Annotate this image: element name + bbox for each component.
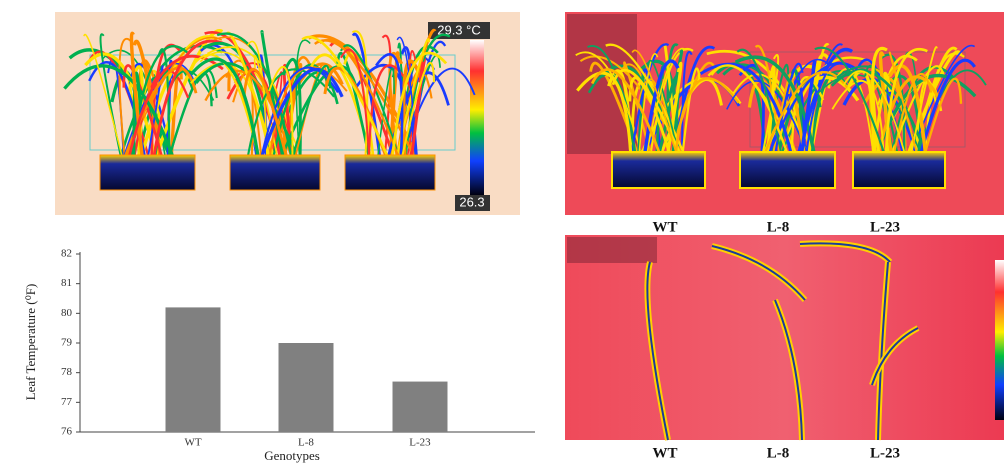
bar <box>166 307 221 432</box>
bar-chart: Leaf Temperature (⁰F) Genotypes 76 77 78 79… <box>23 248 535 463</box>
x-tick-label: L-23 <box>409 437 431 449</box>
pot <box>612 152 705 188</box>
info-panel <box>567 237 657 263</box>
y-tick-label: 76 <box>61 426 73 438</box>
image-label: L-23 <box>870 445 900 461</box>
pot <box>345 155 435 190</box>
image-label: L-8 <box>767 219 790 235</box>
pot <box>100 155 195 190</box>
image-label: WT <box>652 219 677 235</box>
image-label: L-8 <box>767 445 790 461</box>
y-tick-label: 77 <box>61 396 73 408</box>
image-label: L-23 <box>870 219 900 235</box>
y-axis-title: Leaf Temperature (⁰F) <box>23 284 38 401</box>
figure: 29.3 °C 26.3 Leaf Temperature (⁰F) Genot… <box>0 0 1004 464</box>
x-tick-label: L-8 <box>298 437 314 449</box>
x-axis-title: Genotypes <box>264 448 320 463</box>
pot <box>230 155 320 190</box>
bar <box>279 343 334 432</box>
min-label: 26.3 <box>459 194 484 209</box>
bar <box>393 382 448 432</box>
y-tick-label: 78 <box>61 366 73 378</box>
x-tick-label: WT <box>184 437 201 449</box>
colorbar <box>470 40 484 195</box>
y-tick-label: 79 <box>61 337 73 349</box>
pot <box>740 152 835 188</box>
y-tick-label: 80 <box>61 307 73 319</box>
y-tick-label: 82 <box>61 248 72 260</box>
y-tick-label: 81 <box>61 277 72 289</box>
thermal-image-bottom-right <box>565 235 1004 440</box>
pot <box>853 152 945 188</box>
colorbar <box>995 260 1004 420</box>
image-label: WT <box>652 445 677 461</box>
